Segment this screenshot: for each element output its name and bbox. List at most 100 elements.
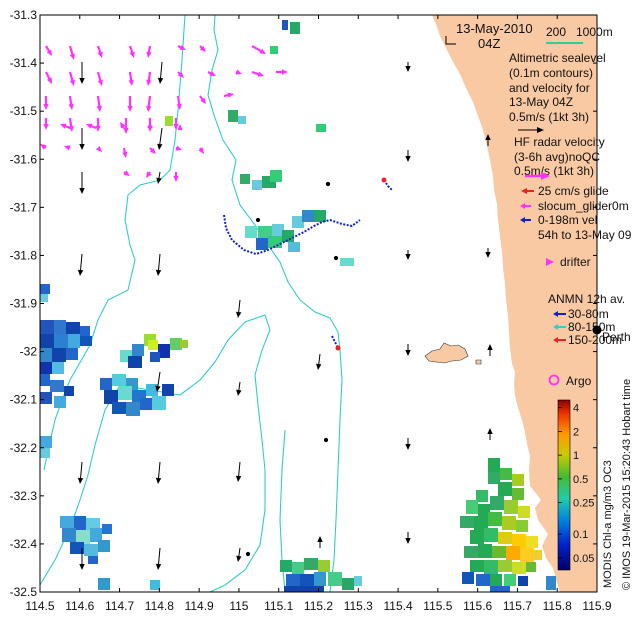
velocity-arrow-head xyxy=(236,555,242,562)
hf-arrow-head xyxy=(177,71,184,78)
velocity-arrow-head xyxy=(485,252,491,258)
hf-arrow-head xyxy=(123,170,130,176)
hf-arrow-head xyxy=(86,123,93,129)
colorbar-caption: MODIS Chl-a mg/m3 OC3 xyxy=(602,460,614,588)
velocity-dot xyxy=(245,551,251,557)
x-axis: 114.5 114.6 114.7 114.8 114.9 115 115.1 115.2 11… xyxy=(25,15,612,613)
island xyxy=(424,342,469,364)
hf-arrow-head xyxy=(146,105,152,112)
velocity-dot xyxy=(333,255,339,261)
velocity-arrow-head xyxy=(79,78,85,84)
legend-anmn-1: 30-80m xyxy=(568,307,609,321)
scale-label-long: 1000m xyxy=(576,25,613,39)
velocity-arrow-head xyxy=(405,350,411,356)
x-tick-label: 115.3 xyxy=(344,599,373,613)
velocity-arrow xyxy=(159,61,163,81)
hf-arrow-head xyxy=(146,51,152,58)
hf-arrow-head xyxy=(97,79,103,86)
velocity-arrow-head xyxy=(157,77,164,84)
colorbar-gradient xyxy=(557,399,571,571)
hf-arrow-head xyxy=(149,147,156,154)
velocity-arrow-head xyxy=(405,156,411,162)
hf-radar-arrows xyxy=(40,44,288,182)
hf-arrow-head xyxy=(177,124,183,130)
hf-arrow-head xyxy=(96,105,102,112)
velocity-arrow xyxy=(79,461,83,481)
hf-arrow-head xyxy=(95,126,101,132)
colorbar-tick-label: 1 xyxy=(573,450,579,462)
velocity-arrow xyxy=(237,461,241,479)
velocity-arrow-head xyxy=(405,444,411,450)
hf-arrow-head xyxy=(43,124,49,130)
credit-text: © IMOS 19-Mar-2015 15:20:43 Hobart time xyxy=(621,379,633,590)
hf-arrow-head xyxy=(69,53,75,60)
hf-arrow-head xyxy=(257,71,264,77)
hf-arrow-head xyxy=(173,124,179,130)
legend-drifter-arrowhead xyxy=(546,258,554,266)
y-tick-label: -31.3 xyxy=(10,8,38,22)
velocity-arrow-head xyxy=(79,564,85,570)
x-tick-label: 114.7 xyxy=(105,599,134,613)
velocity-arrow-head xyxy=(77,269,84,276)
hf-arrow-head xyxy=(146,79,152,86)
hf-arrow-head xyxy=(259,48,266,54)
colorbar-tick-label: 0.1 xyxy=(573,529,588,541)
x-tick-label: 115.9 xyxy=(582,599,611,613)
velocity-arrow-head xyxy=(79,188,85,194)
colorbar xyxy=(557,399,571,571)
perth-marker xyxy=(592,325,602,335)
velocity-arrow-head xyxy=(405,538,411,544)
legend-anmn-2-arrowhead xyxy=(553,324,558,330)
velocity-dot xyxy=(255,217,261,223)
hf-arrow-head xyxy=(179,44,186,50)
legend-hf-arrowhead xyxy=(541,172,550,180)
velocity-arrow-head xyxy=(157,143,163,150)
colorbar-tick-label: 0.5 xyxy=(573,474,588,486)
colorbar-tick-label: 4 xyxy=(573,403,579,415)
x-tick-label: 115.4 xyxy=(384,599,413,613)
legend-anmn-3: 150-200m xyxy=(568,333,622,347)
x-tick-label: 115.7 xyxy=(503,599,532,613)
hf-arrow-head xyxy=(199,45,206,52)
velocity-dot xyxy=(325,181,331,187)
velocity-arrow-head xyxy=(487,344,493,350)
velocity-arrow xyxy=(157,547,161,567)
legend-altimetric-5: 0.5m/s (1kt 3h) xyxy=(509,110,589,124)
velocity-arrow-head xyxy=(156,177,162,184)
legend-glider-speed: 25 cm/s glide xyxy=(538,184,609,198)
legend-argo: Argo xyxy=(566,374,592,388)
hf-arrow-head xyxy=(227,92,234,98)
hf-arrow-head xyxy=(120,122,126,129)
hf-arrow-head xyxy=(43,104,49,110)
y-tick-label: -31.7 xyxy=(10,200,38,214)
hf-arrow-head xyxy=(95,145,102,152)
velocity-arrow xyxy=(157,253,161,273)
velocity-arrow xyxy=(237,299,241,315)
velocity-arrow-head xyxy=(235,475,242,482)
velocity-arrow-head xyxy=(317,536,323,542)
velocity-dot xyxy=(323,437,329,443)
velocity-arrow xyxy=(158,127,163,147)
x-tick-label: 115 xyxy=(229,599,248,613)
hf-arrow-head xyxy=(198,147,204,154)
y-tick-label: -32.1 xyxy=(10,393,38,407)
x-tick-label: 115.8 xyxy=(543,599,572,613)
glider-end-marker xyxy=(335,345,341,351)
legend-hf-1: HF radar velocity xyxy=(514,135,605,149)
hf-arrow-head xyxy=(122,151,128,158)
velocity-arrow xyxy=(157,461,161,481)
time-label: 04Z xyxy=(478,36,500,51)
velocity-arrow-head xyxy=(316,363,322,370)
x-tick-label: 114.5 xyxy=(25,599,54,613)
colorbar-tick-label: 0.05 xyxy=(573,553,594,565)
legend-drifter: drifter xyxy=(560,255,591,269)
y-tick-label: -31.4 xyxy=(10,56,38,70)
x-tick-label: 115.5 xyxy=(423,599,452,613)
hf-arrow-head xyxy=(64,145,71,151)
legend-altimetric-3: and velocity for xyxy=(509,81,590,95)
x-tick-label: 114.8 xyxy=(145,599,174,613)
y-tick-label: -32.3 xyxy=(10,489,38,503)
velocity-arrow-head xyxy=(487,428,493,434)
date-label: 13-May-2010 xyxy=(456,21,533,36)
chlorophyll-pixels xyxy=(40,20,556,592)
